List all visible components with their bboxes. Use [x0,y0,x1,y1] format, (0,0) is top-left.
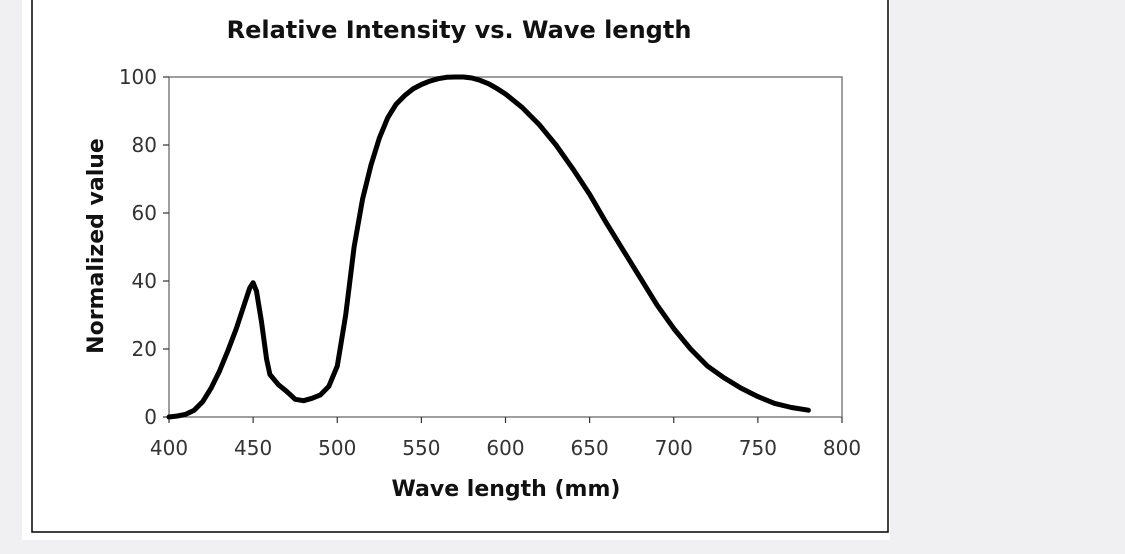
figure-border [31,0,889,533]
x-tick-label: 500 [318,436,356,460]
y-axis-label: Normalized value [84,138,109,354]
chart-canvas: Relative Intensity vs. Wave length Norma… [31,0,889,533]
chart-title: Relative Intensity vs. Wave length [227,16,692,44]
y-tick-label: 80 [132,133,157,157]
x-tick-label: 400 [150,436,188,460]
series-line [166,74,811,420]
x-tick-label: 750 [739,436,777,460]
y-tick-label: 20 [132,337,157,361]
x-axis-label: Wave length (mm) [392,477,621,502]
x-tick-label: 700 [655,436,693,460]
x-axis-ticks: 400 450 500 550 600 650 700 750 800 [150,417,861,460]
y-tick-label: 60 [132,201,157,225]
series-group [166,74,811,420]
y-tick-label: 100 [119,65,157,89]
x-tick-label: 800 [823,436,861,460]
x-tick-label: 550 [402,436,440,460]
y-axis-ticks: 0 20 40 60 80 100 [119,65,169,429]
chart-figure: Relative Intensity vs. Wave length Norma… [22,0,890,540]
y-tick-label: 0 [144,405,157,429]
x-tick-label: 600 [486,436,524,460]
y-tick-label: 40 [132,269,157,293]
x-tick-label: 650 [571,436,609,460]
x-tick-label: 450 [234,436,272,460]
